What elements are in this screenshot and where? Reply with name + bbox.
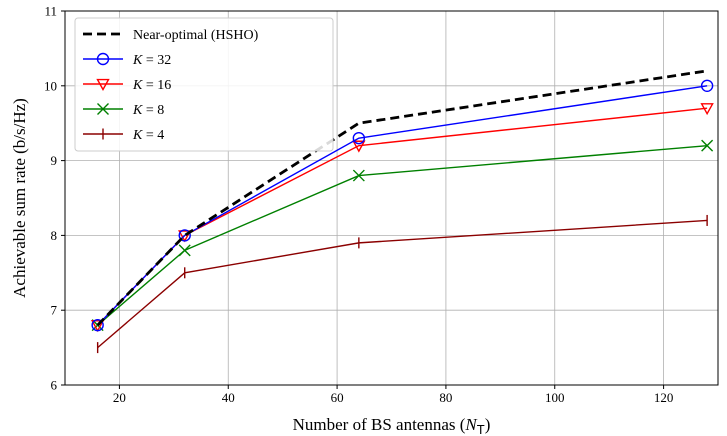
data-point <box>90 320 105 333</box>
legend-item: K = 4 <box>83 128 164 143</box>
series-4 <box>96 214 708 354</box>
data-point <box>352 140 366 153</box>
legend-marker <box>96 52 110 66</box>
data-point <box>178 244 191 257</box>
x-tick-label: 80 <box>439 390 452 405</box>
x-axis-label: Number of BS antennas (NT) <box>293 415 491 436</box>
data-point <box>178 229 191 242</box>
y-tick-label: 9 <box>51 153 58 168</box>
data-point <box>178 230 192 243</box>
tick-group: 20 40 60 80 100 120 6 7 8 9 10 11 <box>44 4 673 406</box>
x-tick-label: 20 <box>113 390 126 405</box>
x-tick-label: 40 <box>222 390 235 405</box>
legend-label: K = 16 <box>132 78 171 93</box>
y-tick-label: 11 <box>44 4 57 19</box>
y-tick-label: 7 <box>51 303 58 318</box>
series-line <box>97 144 708 326</box>
legend-item: K = 16 <box>83 78 171 93</box>
data-point <box>91 318 104 332</box>
y-axis-label: Achievable sum rate (b/s/Hz) <box>10 98 29 298</box>
y-tick-label: 10 <box>44 78 57 93</box>
data-point <box>352 169 365 182</box>
x-tick-label: 100 <box>545 390 565 405</box>
legend: Near-optimal (HSHO) K = 32 K = 16 K = 8 K = … <box>74 17 334 152</box>
legend-marker <box>96 78 110 91</box>
legend-item: Near-optimal (HSHO) <box>83 28 259 43</box>
legend-item: K = 8 <box>83 103 164 118</box>
legend-label: Near-optimal (HSHO) <box>133 28 259 43</box>
legend-box <box>74 17 334 152</box>
legend-label: K = 4 <box>132 128 164 143</box>
series-line <box>97 219 708 349</box>
y-tick-label: 8 <box>51 228 58 243</box>
y-tick-label: 6 <box>51 378 58 393</box>
series-0 <box>96 69 708 327</box>
legend-label: K = 32 <box>132 53 171 68</box>
data-point <box>700 103 714 116</box>
x-tick-label: 120 <box>654 390 674 405</box>
data-point <box>700 79 714 93</box>
legend-item: K = 32 <box>83 52 171 68</box>
data-point <box>352 131 366 145</box>
x-tick-label: 60 <box>331 390 344 405</box>
legend-label: K = 8 <box>132 103 164 118</box>
legend-marker <box>97 103 109 115</box>
data-point <box>701 139 714 152</box>
series-group <box>90 69 714 354</box>
plot-frame <box>64 10 719 386</box>
series-line <box>96 69 708 327</box>
